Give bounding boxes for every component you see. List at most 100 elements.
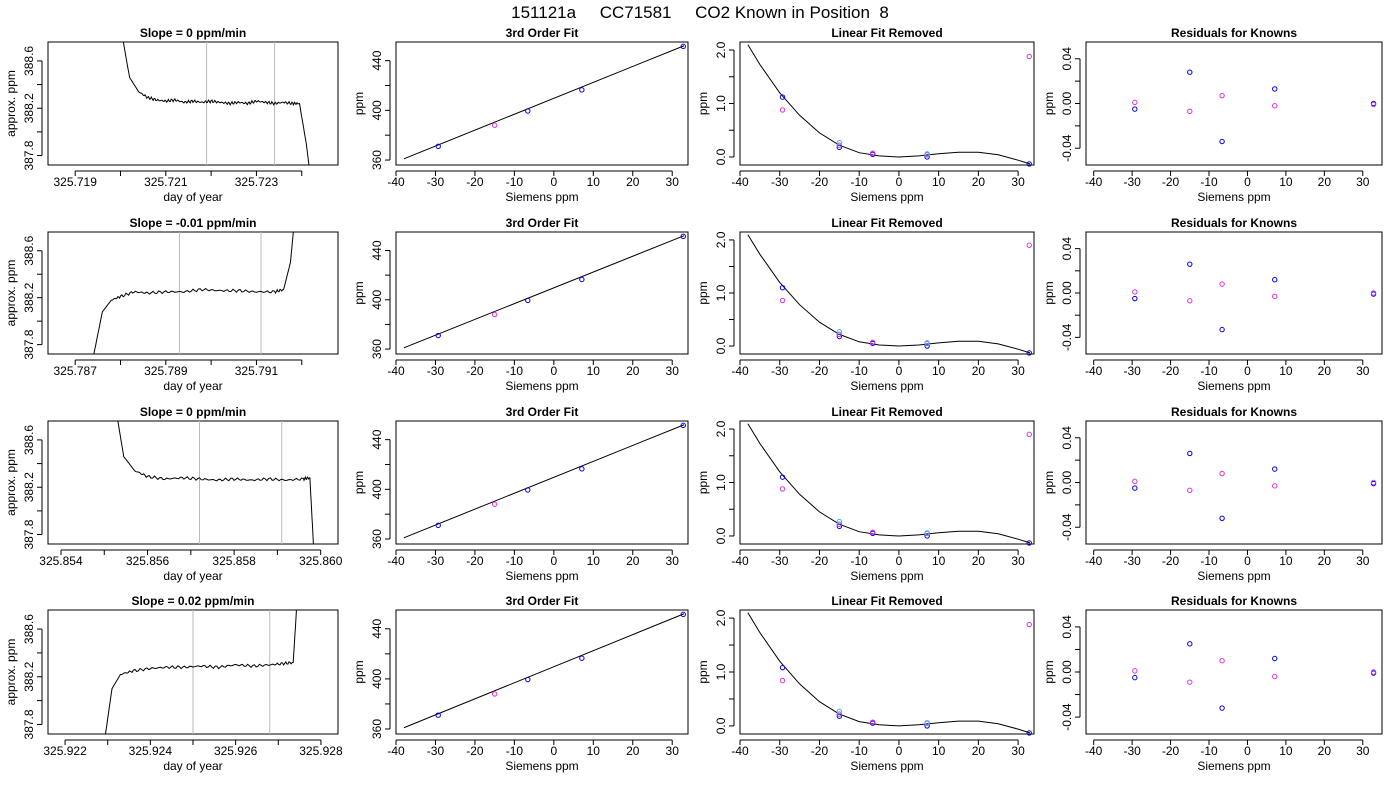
plot-box <box>1085 41 1383 166</box>
title-cylinder: CC71581 <box>600 3 672 22</box>
x-tick-label: 0 <box>896 554 903 568</box>
x-axis: -40 -30 -20 -10 0 10 20 30 <box>387 739 679 758</box>
fit-curve <box>747 423 1031 544</box>
fit-line <box>403 613 685 729</box>
x-tick-label: -10 <box>851 744 869 758</box>
x-axis-title: Siemens ppm <box>850 569 923 583</box>
y-axis: 0.0 1.0 2.0 <box>714 231 735 354</box>
data-point <box>1219 658 1225 664</box>
y-tick-label: 360 <box>370 719 384 739</box>
plot-title: Residuals for Knowns <box>1171 405 1297 419</box>
plot-area <box>104 610 297 734</box>
x-tick-label: -30 <box>427 175 445 189</box>
data-point <box>1219 515 1225 521</box>
data-point <box>680 611 686 618</box>
y-tick-label: 0.0 <box>714 337 728 354</box>
x-tick-label: 10 <box>587 175 601 189</box>
x-tick-label: -40 <box>387 554 405 568</box>
data-point <box>1219 92 1225 99</box>
x-tick-label: 30 <box>1356 175 1370 189</box>
plot-box <box>47 41 339 166</box>
y-tick-label: 0.04 <box>1060 237 1074 261</box>
x-tick-label: 20 <box>1318 554 1332 568</box>
y-tick-label: 360 <box>370 150 384 170</box>
x-tick-label: -10 <box>1200 175 1218 189</box>
y-axis-title: ppm <box>696 471 710 494</box>
plot-area <box>403 45 685 160</box>
data-point <box>579 466 585 472</box>
y-tick-label: 387.8 <box>22 519 36 549</box>
plot-box <box>1085 420 1383 545</box>
data-point <box>869 150 876 156</box>
x-tick-label: 0 <box>550 744 557 758</box>
data-point <box>435 522 441 529</box>
y-axis: 387.8 388.2 388.6 <box>22 235 43 360</box>
x-axis: 325.854 325.856 325.858 325.860 <box>39 549 343 568</box>
data-point <box>1272 276 1278 283</box>
y-tick-label: -0.04 <box>1060 323 1074 351</box>
plot-box <box>395 41 689 166</box>
data-point <box>1187 450 1193 457</box>
plot-title: Linear Fit Removed <box>831 26 942 40</box>
data-point <box>525 487 531 493</box>
x-tick-label: 0 <box>550 364 557 378</box>
y-tick-label: 1.0 <box>714 663 728 680</box>
data-point <box>1132 674 1138 681</box>
x-axis: -40 -30 -20 -10 0 10 20 30 <box>1085 739 1370 758</box>
y-tick-label: 0.04 <box>1060 615 1074 639</box>
plot-box <box>1085 609 1383 735</box>
plot-box <box>1085 231 1383 355</box>
data-point <box>1272 86 1278 92</box>
fit-curve <box>747 44 1031 165</box>
x-tick-label: 325.860 <box>299 554 343 568</box>
y-tick-label: 2.0 <box>714 420 728 437</box>
x-tick-label: -10 <box>851 554 869 568</box>
plot-area <box>747 234 1031 354</box>
panel-raw-1: Slope = 0 ppm/min 325.719 325.721 325.723 da… <box>4 26 339 204</box>
x-axis: 325.719 325.721 325.723 <box>53 170 303 189</box>
data-point <box>1272 293 1278 300</box>
x-axis-title: Siemens ppm <box>1197 759 1270 773</box>
x-tick-label: -20 <box>1162 744 1180 758</box>
plot-title: Linear Fit Removed <box>831 216 942 230</box>
plot-title: Slope = 0.02 ppm/min <box>131 594 254 608</box>
x-axis-title: Siemens ppm <box>505 190 578 204</box>
y-axis-title: approx. ppm <box>4 449 18 516</box>
y-axis: 0.0 1.0 2.0 <box>714 420 735 544</box>
data-point <box>491 691 498 697</box>
x-axis-title: Siemens ppm <box>850 379 923 393</box>
plot-box <box>739 609 1035 735</box>
y-tick-label: -0.04 <box>1060 134 1074 162</box>
y-tick-label: 388.6 <box>22 46 36 76</box>
fit-line <box>403 235 685 349</box>
data-point <box>1026 350 1032 356</box>
plot-title: Slope = -0.01 ppm/min <box>129 216 256 230</box>
data-point <box>491 501 498 507</box>
x-tick-label: -40 <box>1085 554 1103 568</box>
plot-box <box>739 41 1035 166</box>
x-tick-label: 20 <box>972 554 986 568</box>
x-tick-label: -30 <box>771 175 789 189</box>
x-tick-label: 20 <box>626 744 640 758</box>
data-point <box>1132 99 1138 106</box>
x-tick-label: 0 <box>896 364 903 378</box>
fit-line <box>403 424 685 539</box>
data-point <box>836 518 843 525</box>
x-tick-label: -30 <box>1123 364 1141 378</box>
data-point <box>1219 326 1225 333</box>
data-point <box>680 233 686 240</box>
data-point <box>491 122 498 128</box>
fit-line <box>403 45 685 160</box>
panel-fit-2: 3rd Order Fit -40 -30 -20 -10 0 10 20 30 Siemens … <box>352 216 689 393</box>
y-axis: -0.04 0.00 0.04 <box>1060 237 1081 351</box>
y-tick-label: 400 <box>370 100 384 120</box>
x-tick-label: 20 <box>972 364 986 378</box>
y-axis: 360 400 440 <box>370 429 391 549</box>
data-point <box>779 94 786 100</box>
x-axis-title: day of year <box>163 759 222 773</box>
data-point <box>1272 103 1278 109</box>
panel-lin-3: Linear Fit Removed -40 -30 -20 -10 0 10 20 30 Sie… <box>696 405 1035 583</box>
